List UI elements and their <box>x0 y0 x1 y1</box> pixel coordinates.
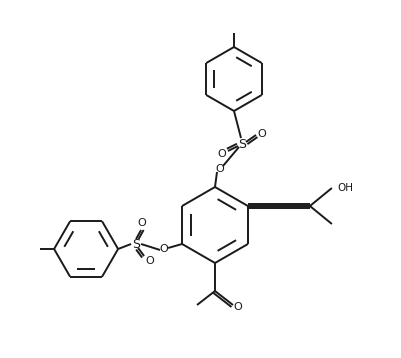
Text: O: O <box>159 244 168 254</box>
Text: S: S <box>237 137 245 150</box>
Text: S: S <box>132 237 140 251</box>
Text: O: O <box>257 129 266 139</box>
Text: O: O <box>233 302 242 312</box>
Text: O: O <box>138 218 146 228</box>
Text: O: O <box>215 164 224 174</box>
Text: OH: OH <box>336 183 352 193</box>
Text: O: O <box>217 149 226 159</box>
Text: O: O <box>145 256 154 266</box>
